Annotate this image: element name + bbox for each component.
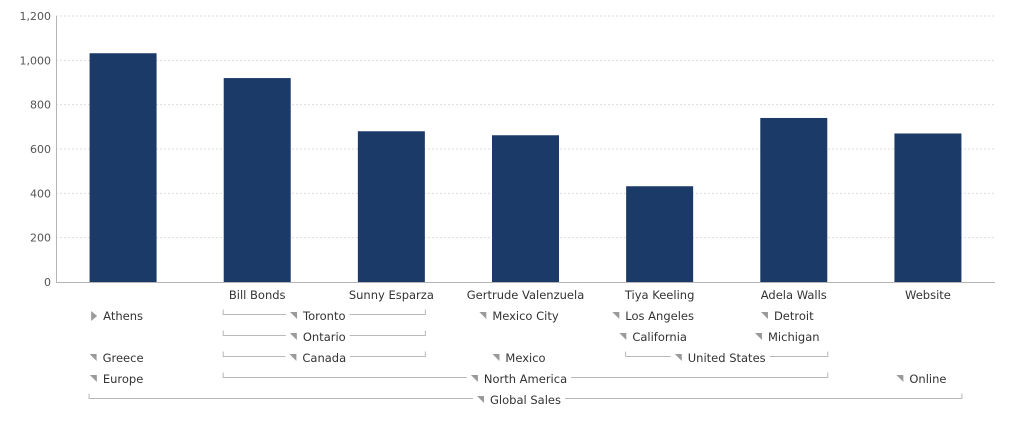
- bar[interactable]: [223, 78, 291, 282]
- hierarchy-label: Los Angeles: [625, 309, 694, 323]
- hierarchy-node[interactable]: Michigan: [755, 330, 820, 344]
- hierarchy-node[interactable]: North America: [222, 372, 829, 386]
- hierarchy-label: North America: [484, 372, 567, 386]
- collapse-triangle-icon[interactable]: [89, 354, 97, 361]
- collapse-triangle-icon[interactable]: [477, 396, 485, 403]
- hierarchy-node[interactable]: Global Sales: [88, 393, 963, 407]
- hierarchy-bracket: [349, 330, 426, 336]
- category-label: Tiya Keeling: [624, 288, 694, 302]
- bar[interactable]: [626, 186, 694, 282]
- collapse-triangle-icon[interactable]: [479, 312, 487, 319]
- hierarchy-node[interactable]: Online: [896, 372, 946, 386]
- collapse-triangle-icon[interactable]: [470, 375, 478, 382]
- y-tick-label: 600: [30, 143, 51, 156]
- hierarchy-bracket: [222, 330, 286, 336]
- hierarchy-node[interactable]: Canada: [222, 351, 426, 365]
- hierarchy-bracket: [222, 372, 467, 378]
- expand-triangle-icon[interactable]: [91, 311, 98, 321]
- bar[interactable]: [492, 135, 559, 282]
- y-tick-label: 1,200: [20, 10, 52, 23]
- hierarchy-bracket: [350, 351, 426, 357]
- collapse-triangle-icon[interactable]: [290, 312, 298, 319]
- hierarchy-node[interactable]: Detroit: [760, 309, 814, 323]
- collapse-triangle-icon[interactable]: [896, 375, 904, 382]
- y-axis-ticks: 0 200 400 600 800 1,000 1,200: [20, 10, 52, 289]
- hierarchy-node[interactable]: Europe: [89, 372, 143, 386]
- hierarchy-label: Athens: [103, 309, 143, 323]
- hierarchy-node[interactable]: Mexico: [492, 351, 546, 365]
- hierarchy-node[interactable]: Toronto: [222, 309, 426, 323]
- collapse-triangle-icon[interactable]: [619, 333, 627, 340]
- y-tick-label: 0: [44, 276, 51, 289]
- hierarchy-label: Michigan: [768, 330, 820, 344]
- collapse-triangle-icon[interactable]: [674, 354, 682, 361]
- bars: [89, 53, 962, 282]
- bar[interactable]: [894, 133, 962, 282]
- collapse-triangle-icon[interactable]: [612, 312, 620, 319]
- hierarchy-node[interactable]: United States: [625, 351, 829, 365]
- y-tick-label: 200: [30, 232, 51, 245]
- collapse-triangle-icon[interactable]: [760, 312, 768, 319]
- hierarchy-axis: Athens Toronto Mexico City Los Angeles Detro…: [88, 309, 963, 407]
- y-tick-label: 1,000: [20, 54, 52, 67]
- hierarchy-bracket: [564, 393, 963, 399]
- hierarchy-node[interactable]: Mexico City: [479, 309, 559, 323]
- hierarchy-node[interactable]: Ontario: [222, 330, 426, 344]
- hierarchy-node[interactable]: Greece: [89, 351, 144, 365]
- collapse-triangle-icon[interactable]: [755, 333, 763, 340]
- hierarchy-label: Toronto: [302, 309, 345, 323]
- hierarchy-bracket: [222, 309, 287, 315]
- bar[interactable]: [357, 131, 425, 282]
- collapse-triangle-icon[interactable]: [89, 375, 97, 382]
- category-label: Bill Bonds: [229, 288, 286, 302]
- hierarchy-label: Greece: [103, 351, 144, 365]
- hierarchy-bracket: [571, 372, 829, 378]
- hierarchy-label: Europe: [103, 372, 143, 386]
- hierarchy-bracket: [769, 351, 829, 357]
- hierarchy-label: Online: [909, 372, 946, 386]
- hierarchy-node[interactable]: California: [619, 330, 687, 344]
- collapse-triangle-icon[interactable]: [289, 333, 297, 340]
- collapse-triangle-icon[interactable]: [492, 354, 500, 361]
- y-tick-label: 400: [30, 187, 51, 200]
- hierarchy-label: Global Sales: [490, 393, 561, 407]
- hierarchy-label: Mexico City: [492, 309, 559, 323]
- hierarchy-bracket: [222, 351, 286, 357]
- hierarchy-label: Canada: [302, 351, 346, 365]
- hierarchy-bracket: [625, 351, 671, 357]
- hierarchy-label: United States: [688, 351, 766, 365]
- bar[interactable]: [89, 53, 157, 282]
- hierarchy-label: Mexico: [505, 351, 545, 365]
- hierarchy-bracket: [349, 309, 426, 315]
- hierarchy-label: California: [632, 330, 687, 344]
- category-labels: Bill Bonds Sunny Esparza Gertrude Valenzue…: [229, 288, 951, 302]
- hierarchy-bracket: [88, 393, 474, 399]
- category-label: Adela Walls: [761, 288, 827, 302]
- collapse-triangle-icon[interactable]: [289, 354, 297, 361]
- category-label: Gertrude Valenzuela: [467, 288, 585, 302]
- category-label: Website: [905, 288, 951, 302]
- y-tick-label: 800: [30, 99, 51, 112]
- hierarchy-node[interactable]: Los Angeles: [612, 309, 694, 323]
- category-label: Sunny Esparza: [349, 288, 434, 302]
- hierarchy-node[interactable]: Athens: [91, 309, 143, 323]
- bar[interactable]: [760, 117, 828, 282]
- hierarchy-label: Detroit: [774, 309, 814, 323]
- hierarchy-label: Ontario: [303, 330, 346, 344]
